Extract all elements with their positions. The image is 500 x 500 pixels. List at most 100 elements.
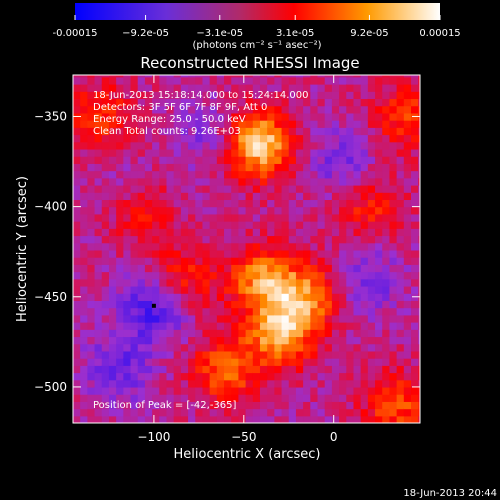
heatmap-cell <box>137 112 146 121</box>
heatmap-cell <box>188 271 196 280</box>
heatmap-cell <box>73 264 81 273</box>
heatmap-cell <box>331 379 340 388</box>
heatmap-cell <box>101 184 110 193</box>
heatmap-cell <box>288 221 297 229</box>
heatmap-cell <box>238 206 247 215</box>
heatmap-cell <box>224 350 232 359</box>
heatmap-cell <box>152 336 160 345</box>
heatmap-cell <box>116 105 124 114</box>
heatmap-cell <box>238 329 247 338</box>
heatmap-cell <box>411 184 419 193</box>
heatmap-cell <box>367 249 376 258</box>
heatmap-cell <box>317 206 326 215</box>
heatmap-cell <box>367 112 376 121</box>
heatmap-cell <box>288 141 297 150</box>
heatmap-cell <box>152 257 160 265</box>
heatmap-cell <box>389 307 398 316</box>
heatmap-cell <box>245 415 254 423</box>
heatmap-cell <box>418 401 420 410</box>
heatmap-cell <box>396 314 405 323</box>
heatmap-cell <box>101 358 110 366</box>
heatmap-cell <box>216 249 225 258</box>
heatmap-cell <box>331 249 340 258</box>
heatmap-cell <box>346 408 355 417</box>
heatmap-cell <box>209 141 218 150</box>
heatmap-cell <box>152 184 160 193</box>
heatmap-cell <box>123 141 132 150</box>
heatmap-cell <box>101 408 110 417</box>
heatmap-cell <box>209 257 218 265</box>
heatmap-cell <box>360 372 369 381</box>
heatmap-cell <box>80 285 88 294</box>
heatmap-cell <box>411 285 419 294</box>
heatmap-cell <box>353 249 362 258</box>
heatmap-cell <box>94 257 103 265</box>
heatmap-cell <box>180 271 189 280</box>
heatmap-cell <box>144 249 153 258</box>
heatmap-cell <box>73 221 81 229</box>
heatmap-cell <box>274 394 283 402</box>
heatmap-cell <box>209 408 218 417</box>
heatmap-cell <box>137 386 146 395</box>
heatmap-cell <box>94 401 103 410</box>
heatmap-cell <box>339 228 347 237</box>
heatmap-cell <box>367 206 376 215</box>
heatmap-cell <box>360 105 369 114</box>
heatmap-cell <box>216 322 225 330</box>
heatmap-cell <box>216 84 225 92</box>
heatmap-cell <box>137 177 146 186</box>
heatmap-cell <box>224 329 232 338</box>
heatmap-cell <box>152 84 160 92</box>
heatmap-cell <box>116 365 124 374</box>
heatmap-cell <box>303 98 311 107</box>
heatmap-cell <box>396 141 405 150</box>
heatmap-cell <box>116 76 124 85</box>
heatmap-cell <box>123 249 132 258</box>
heatmap-cell <box>202 242 211 251</box>
heatmap-cell <box>209 365 218 374</box>
heatmap-cell <box>87 134 96 143</box>
heatmap-cell <box>389 127 398 136</box>
heatmap-cell <box>367 213 376 222</box>
heatmap-cell <box>188 75 196 78</box>
heatmap-cell <box>396 408 405 417</box>
heatmap-cell <box>130 98 139 107</box>
heatmap-cell <box>94 120 103 128</box>
heatmap-cell <box>231 379 240 388</box>
heatmap-cell <box>209 322 218 330</box>
heatmap-cell <box>166 84 175 92</box>
heatmap-cell <box>231 401 240 410</box>
heatmap-cell <box>195 401 204 410</box>
heatmap-cell <box>137 76 146 85</box>
heatmap-cell <box>303 394 311 402</box>
heatmap-cell <box>202 76 211 85</box>
heatmap-cell <box>418 358 420 366</box>
heatmap-cell <box>144 163 153 172</box>
heatmap-cell <box>403 408 412 417</box>
heatmap-cell <box>188 120 196 128</box>
heatmap-cell <box>259 372 268 381</box>
heatmap-cell <box>137 213 146 222</box>
heatmap-cell <box>101 379 110 388</box>
heatmap-cell <box>216 300 225 309</box>
heatmap-cell <box>418 271 420 280</box>
heatmap-cell <box>216 98 225 107</box>
heatmap-cell <box>123 415 132 423</box>
heatmap-cell <box>389 293 398 301</box>
heatmap-cell <box>382 343 391 352</box>
heatmap-cell <box>331 105 340 114</box>
heatmap-cell <box>259 199 268 208</box>
heatmap-cell <box>94 271 103 280</box>
heatmap-cell <box>94 350 103 359</box>
heatmap-cell <box>367 401 376 410</box>
heatmap-cell <box>224 221 232 229</box>
heatmap-cell <box>389 343 398 352</box>
heatmap-cell <box>195 350 204 359</box>
heatmap-cell <box>353 170 362 179</box>
heatmap-cell <box>396 264 405 273</box>
heatmap-cell <box>382 170 391 179</box>
heatmap-cell <box>224 394 232 402</box>
heatmap-cell <box>116 177 124 186</box>
heatmap-cell <box>101 235 110 244</box>
heatmap-cell <box>317 76 326 85</box>
